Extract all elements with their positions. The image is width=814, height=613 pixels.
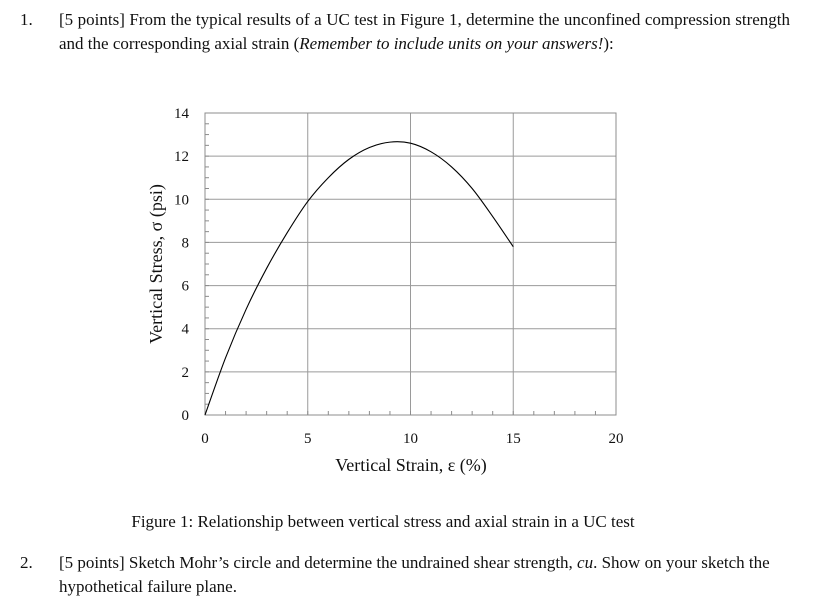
y-tick-label: 2 [182, 365, 190, 381]
question-1-number: 1. [20, 10, 33, 29]
figure-caption: Figure 1: Relationship between vertical … [131, 512, 635, 531]
question-2-points: [5 points] [59, 553, 125, 572]
plot-frame [204, 112, 617, 416]
y-axis-label: Vertical Stress, σ (psi) [146, 184, 167, 344]
x-tick-label: 10 [403, 431, 418, 447]
y-tick-label: 0 [182, 408, 190, 424]
question-1-reminder: Remember to include units on your answer… [299, 34, 604, 53]
y-tick-label: 4 [182, 322, 190, 338]
undrained-shear-symbol: cu [577, 553, 594, 572]
question-1-prompt: From the typical results of a UC test in… [59, 10, 790, 53]
question-2-number: 2. [20, 553, 33, 572]
question-2-text: [5 points] Sketch Mohr’s circle and dete… [59, 551, 790, 599]
y-tick-label: 14 [174, 106, 190, 122]
y-tick-label: 12 [174, 149, 189, 165]
question-1: 1. [5 points] From the typical results o… [20, 8, 790, 56]
question-2: 2. [5 points] Sketch Mohr’s circle and d… [20, 551, 790, 599]
x-tick-label: 5 [304, 431, 312, 447]
x-tick-label: 20 [609, 431, 624, 447]
y-tick-label: 6 [182, 279, 190, 295]
question-1-text: [5 points] From the typical results of a… [59, 8, 790, 56]
question-2-prompt: Sketch Mohr’s circle and determine the u… [124, 553, 578, 572]
question-1-end: ): [603, 34, 614, 53]
question-2-end: . Show on your sketch the hypothetical f… [59, 553, 770, 596]
y-tick-labels: 0 2 4 6 8 10 12 14 [174, 106, 190, 424]
x-axis-label: Vertical Strain, ε (%) [335, 455, 487, 476]
y-tick-label: 10 [174, 192, 189, 208]
x-tick-label: 15 [506, 431, 521, 447]
y-tick-label: 8 [182, 235, 190, 251]
stress-strain-curve [204, 141, 514, 416]
x-tick-labels: 0 5 10 15 20 [201, 431, 623, 447]
x-tick-label: 0 [201, 431, 209, 447]
question-1-points: [5 points] [59, 10, 125, 29]
chart-grid [205, 113, 616, 415]
